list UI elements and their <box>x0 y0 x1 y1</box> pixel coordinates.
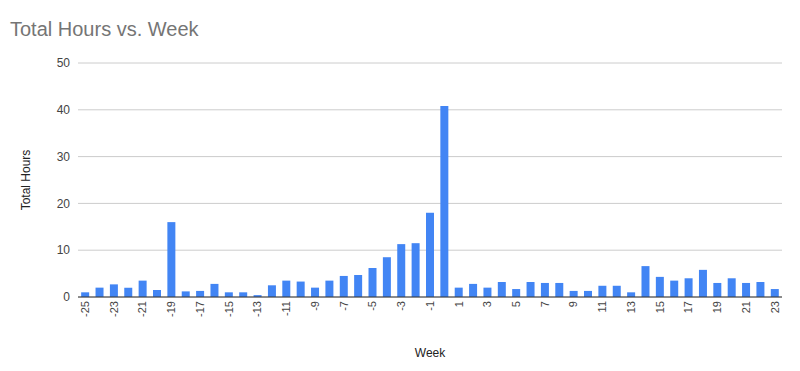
svg-text:Week: Week <box>415 346 446 360</box>
svg-text:-3: -3 <box>395 301 407 311</box>
svg-text:-7: -7 <box>338 301 350 311</box>
svg-text:9: 9 <box>567 301 579 307</box>
svg-text:Total Hours: Total Hours <box>19 150 33 211</box>
svg-text:5: 5 <box>510 301 522 307</box>
html-text:Total Hours vs. Week: Total Hours vs. Week <box>10 18 199 40</box>
svg-text:19: 19 <box>711 301 723 313</box>
svg-text:7: 7 <box>539 301 551 307</box>
svg-text:50: 50 <box>57 56 71 70</box>
svg-text:-19: -19 <box>165 301 177 317</box>
svg-text:-13: -13 <box>251 301 263 317</box>
svg-text:3: 3 <box>481 301 493 307</box>
svg-text:20: 20 <box>57 197 71 211</box>
svg-text:40: 40 <box>57 103 71 117</box>
svg-text:-25: -25 <box>79 301 91 317</box>
svg-text:15: 15 <box>654 301 666 313</box>
svg-text:-23: -23 <box>108 301 120 317</box>
svg-text:17: 17 <box>682 301 694 313</box>
svg-text:-17: -17 <box>194 301 206 317</box>
svg-text:30: 30 <box>57 150 71 164</box>
svg-text:-1: -1 <box>424 301 436 311</box>
svg-text:-9: -9 <box>309 301 321 311</box>
svg-text:10: 10 <box>57 243 71 257</box>
svg-text:11: 11 <box>596 301 608 312</box>
svg-text:-21: -21 <box>136 301 148 317</box>
svg-text:23: 23 <box>769 301 781 313</box>
svg-text:21: 21 <box>740 301 752 313</box>
svg-text:-11: -11 <box>280 301 292 316</box>
svg-text:13: 13 <box>625 301 637 313</box>
svg-text:1: 1 <box>453 301 465 307</box>
svg-text:-15: -15 <box>223 301 235 317</box>
svg-text:0: 0 <box>63 290 70 304</box>
svg-text:-5: -5 <box>366 301 378 311</box>
